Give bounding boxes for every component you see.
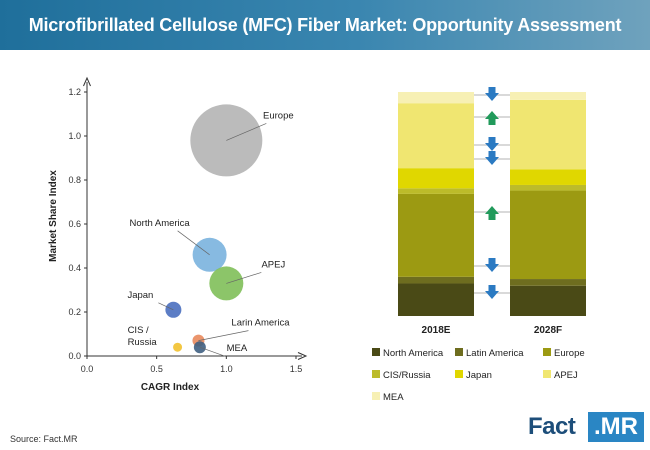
- bar-segment-apej-2018e: [398, 103, 474, 169]
- title-banner: Microfibrillated Cellulose (MFC) Fiber M…: [0, 0, 650, 50]
- category-label-2028f: 2028F: [534, 325, 562, 336]
- x-tick-label: 1.5: [290, 364, 303, 374]
- bubble-label-north-america: North America: [130, 218, 191, 229]
- legend-label-europe: Europe: [554, 348, 585, 359]
- y-tick-label: 0.6: [68, 219, 81, 229]
- y-tick-label: 0.8: [68, 175, 81, 185]
- y-tick-label: 1.2: [68, 87, 81, 97]
- bubble-label-cis-russia: CIS / Russia: [128, 325, 158, 348]
- arrow-down-north-america-icon: [485, 285, 499, 299]
- x-axis-title: CAGR Index: [141, 382, 200, 393]
- legend-swatch-latin-america: [455, 348, 463, 356]
- factmr-logo: Fact .MR: [528, 412, 644, 442]
- legend-label-mea: MEA: [383, 392, 404, 403]
- legend-swatch-mea: [372, 392, 380, 400]
- legend-swatch-cis-russia: [372, 370, 380, 378]
- leader-larin-america: [198, 330, 249, 341]
- arrow-up-europe-icon: [485, 206, 499, 220]
- legend-label-cis-russia: CIS/Russia: [383, 370, 431, 381]
- leader-north-america: [177, 230, 210, 256]
- category-label-2018e: 2018E: [422, 325, 451, 336]
- x-axis-arrow: [297, 352, 308, 360]
- legend-swatch-japan: [455, 370, 463, 378]
- bubble-label-larin-america: Larin America: [231, 318, 290, 329]
- arrow-down-mea-icon: [485, 87, 499, 101]
- legend-label-apej: APEJ: [554, 370, 578, 381]
- bubble-europe: [190, 104, 263, 177]
- bar-segment-north-america-2028f: [510, 285, 586, 316]
- bar-segment-europe-2018e: [398, 193, 474, 277]
- bubble-cis-russia: [173, 342, 183, 352]
- logo-text-fact: Fact: [528, 413, 576, 440]
- bar-segment-mea-2028f: [510, 92, 586, 100]
- x-tick-label: 1.0: [220, 364, 233, 374]
- y-axis-title: Market Share Index: [48, 170, 59, 262]
- leader-apej: [226, 272, 262, 284]
- legend-label-north-america: North America: [383, 348, 444, 359]
- bubble-label-europe: Europe: [263, 110, 294, 121]
- bar-segment-latin-america-2028f: [510, 279, 586, 286]
- bar-segment-japan-2018e: [398, 168, 474, 189]
- bar-segment-latin-america-2018e: [398, 276, 474, 284]
- bubble-label-japan: Japan: [127, 290, 153, 301]
- bubble-label-mea: MEA: [227, 343, 248, 354]
- bar-segment-europe-2028f: [510, 190, 586, 280]
- arrow-up-apej-icon: [485, 111, 499, 125]
- arrow-down-latin-america-icon: [485, 258, 499, 272]
- x-tick-label: 0.5: [150, 364, 163, 374]
- y-tick-label: 0.0: [68, 351, 81, 361]
- legend-label-japan: Japan: [466, 370, 492, 381]
- legend-label-latin-america: Latin America: [466, 348, 524, 359]
- y-tick-label: 0.2: [68, 307, 81, 317]
- legend-swatch-apej: [543, 370, 551, 378]
- source-note: Source: Fact.MR: [10, 434, 78, 444]
- arrow-down-cis-russia-icon: [485, 151, 499, 165]
- leader-japan: [158, 302, 174, 311]
- bar-segment-japan-2028f: [510, 169, 586, 185]
- legend-swatch-europe: [543, 348, 551, 356]
- y-tick-label: 1.0: [68, 131, 81, 141]
- bar-segment-mea-2018e: [398, 92, 474, 104]
- bar-segment-apej-2028f: [510, 99, 586, 170]
- arrow-down-japan-icon: [485, 137, 499, 151]
- x-tick-label: 0.0: [81, 364, 94, 374]
- bar-segment-cis-russia-2028f: [510, 184, 586, 191]
- y-tick-label: 0.4: [68, 263, 81, 273]
- leader-mea: [199, 346, 225, 357]
- bar-segment-cis-russia-2018e: [398, 188, 474, 194]
- logo-text-mr: .MR: [588, 412, 644, 442]
- bar-segment-north-america-2018e: [398, 283, 474, 316]
- y-axis-arrow: [83, 76, 91, 87]
- chart-title: Microfibrillated Cellulose (MFC) Fiber M…: [28, 15, 622, 35]
- leader-europe: [226, 123, 267, 141]
- legend-swatch-north-america: [372, 348, 380, 356]
- bubble-label-apej: APEJ: [261, 259, 285, 270]
